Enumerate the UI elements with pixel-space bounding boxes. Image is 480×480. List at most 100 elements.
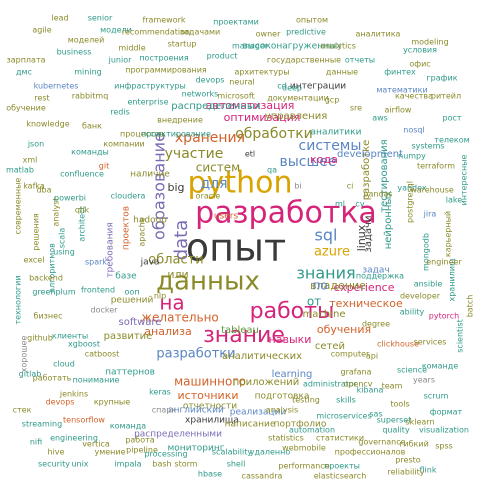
cloud-word: sklearn (405, 418, 434, 427)
cloud-word: data (171, 220, 192, 261)
cloud-word: degree (362, 320, 390, 329)
cloud-word: oracle (196, 192, 221, 201)
cloud-word: hbase (198, 470, 222, 479)
cloud-word: engineer (426, 258, 462, 267)
cloud-word: системы (299, 138, 362, 154)
cloud-word: devops (46, 398, 75, 407)
cloud-word: sql (315, 226, 338, 245)
cloud-word: opencv (343, 380, 372, 389)
cloud-word: years (413, 376, 435, 385)
cloud-word: отчетности (183, 402, 237, 412)
cloud-word: архитектуры (234, 68, 289, 77)
cloud-word: владение (310, 279, 366, 292)
cloud-word: git (99, 162, 109, 171)
cloud-word: keras (149, 388, 171, 397)
cloud-word: mining (74, 68, 101, 77)
cloud-word: azure (314, 245, 350, 260)
cloud-word: visualization (419, 426, 469, 435)
cloud-word: xml (23, 156, 38, 165)
cloud-word: learning (272, 369, 313, 380)
cloud-word: английский (168, 406, 224, 416)
cloud-word: qa (267, 166, 277, 175)
cloud-word: дмс (16, 68, 32, 77)
cloud-word: хранилища (185, 416, 239, 426)
cloud-word: hadoop (133, 216, 167, 226)
cloud-word: проектами (213, 18, 259, 27)
cloud-word: framework (142, 16, 185, 25)
cloud-word: kibana (357, 386, 384, 395)
cloud-word: developer (400, 292, 441, 301)
cloud-word: алгоритмов (48, 243, 57, 293)
cloud-word: анализа (144, 325, 191, 338)
cloud-word: rabbitmq (72, 92, 109, 101)
cloud-word: навыки (269, 333, 312, 346)
cloud-word: computer (331, 350, 370, 359)
cloud-word: cloud (53, 360, 75, 369)
cloud-word: технологии (14, 275, 23, 324)
cloud-word: backend (29, 274, 63, 283)
cloud-word: управления (265, 111, 327, 122)
cloud-word: разработка (195, 196, 377, 231)
cloud-word: rest (34, 94, 49, 103)
cloud-word: hive (48, 448, 65, 457)
cloud-word: redis (110, 108, 130, 117)
cloud-word: реализации (230, 408, 287, 418)
cloud-word: спарк (152, 406, 177, 415)
cloud-word: yandex (397, 184, 427, 193)
cloud-word: задачами (180, 28, 220, 37)
cloud-word: warehouse (410, 186, 454, 195)
cloud-word: gitlab (19, 370, 42, 379)
cloud-word: интеграции (290, 82, 346, 92)
cloud-word: команды (71, 148, 109, 157)
cloud-word: storm (174, 460, 197, 469)
cloud-word: networks (182, 90, 219, 99)
cloud-word: middle (118, 44, 145, 53)
cloud-word: senior (88, 14, 113, 23)
cloud-word: умение (94, 448, 125, 457)
cloud-word: catboost (85, 350, 120, 359)
cloud-word: etl (245, 150, 255, 159)
cloud-word: хранения (175, 130, 245, 146)
cloud-word: участие (165, 146, 224, 162)
cloud-word: команде (422, 362, 458, 371)
cloud-word: написание (225, 420, 276, 430)
cloud-word: понимание (73, 376, 120, 385)
cloud-word: качества (395, 92, 433, 101)
cloud-word: nifi (30, 438, 42, 447)
cloud-word: automation (289, 426, 335, 435)
cloud-word: junior (108, 56, 132, 65)
cloud-word: мониторинг (168, 444, 225, 454)
cloud-word: решений (111, 296, 154, 306)
cloud-word: области (148, 253, 203, 268)
cloud-word: cloudera (111, 192, 146, 201)
cloud-word: big (167, 181, 184, 194)
cloud-word: microsoft (217, 92, 254, 101)
cloud-word: recommendation (122, 28, 190, 37)
cloud-word: security (38, 460, 70, 469)
cloud-word: enterprise (127, 98, 168, 107)
cloud-word: машинного (174, 375, 246, 389)
cloud-word: крупные (94, 398, 130, 407)
cloud-word: microservices (316, 412, 371, 421)
cloud-word: государственные (267, 56, 341, 65)
cloud-word: confluence (60, 170, 104, 179)
cloud-word: подготовка (255, 392, 310, 402)
cloud-word: tools (390, 400, 409, 409)
cloud-word: api (366, 352, 378, 361)
cloud-word: bi (294, 182, 301, 191)
cloud-word: superset (377, 416, 412, 425)
cloud-word: clickhouse (377, 340, 419, 349)
cloud-word: тестирования (379, 139, 390, 212)
cloud-word: работы (250, 299, 335, 324)
cloud-word: задачи (363, 216, 374, 253)
cloud-word: инфраструктуры (114, 82, 186, 91)
cloud-word: powerbi (54, 194, 86, 203)
cloud-word: программирования (125, 66, 207, 75)
cloud-word: aws (372, 114, 388, 123)
cloud-word: qlik (75, 206, 90, 215)
cloud-word: систем (196, 161, 240, 175)
cloud-word: профессионалов (335, 448, 406, 457)
cloud-word: mongodb (422, 233, 431, 271)
cloud-word: manager (232, 42, 269, 51)
